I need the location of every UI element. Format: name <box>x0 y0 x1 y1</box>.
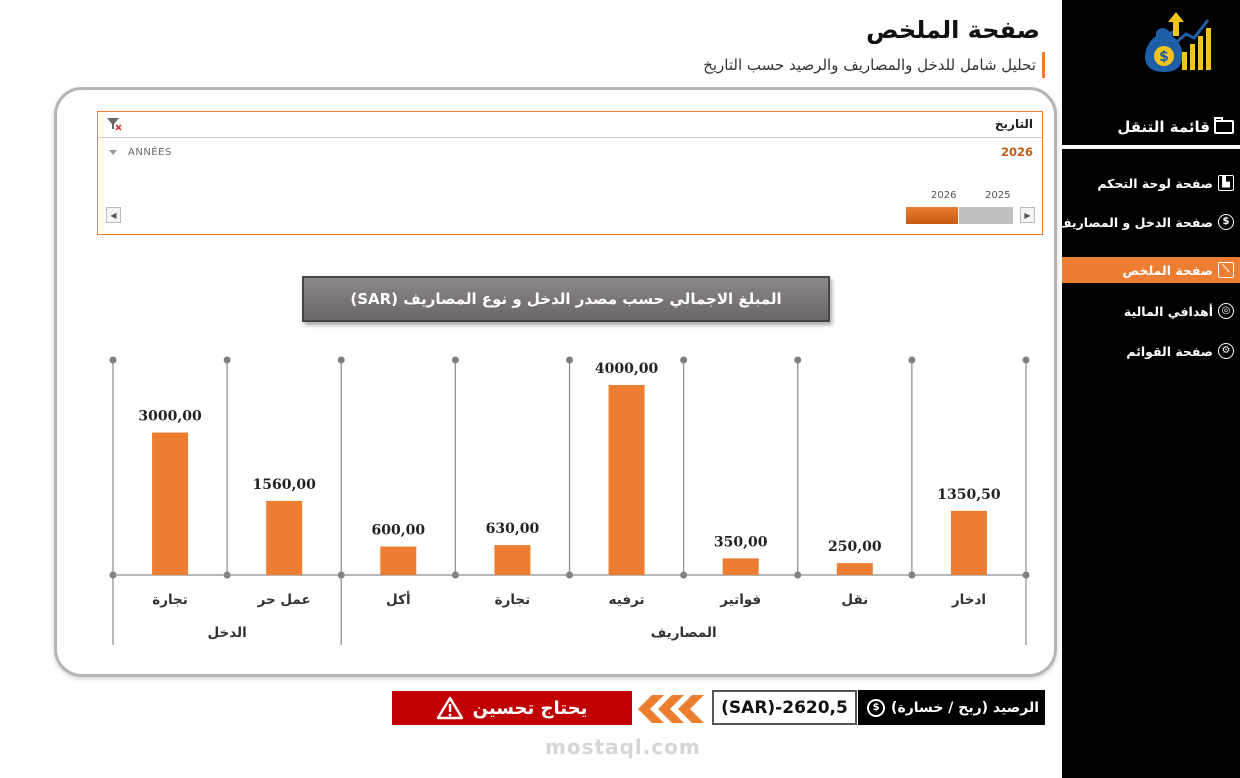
page-title: صفحة الملخص <box>866 16 1040 44</box>
money-bag-icon: $ <box>867 698 886 717</box>
page-subtitle: تحليل شامل للدخل والمصاريف والرصيد حسب ا… <box>703 52 1045 78</box>
balance-value: (SAR)-2620,5 <box>712 690 857 725</box>
timeline-year-2025: 2025 <box>985 190 1011 201</box>
gear-icon: ⚙ <box>1218 343 1234 359</box>
sidebar-item-dashboard[interactable]: ▙ صفحة لوحة التحكم <box>1097 170 1234 196</box>
sidebar-item-label: صفحة القوائم <box>1126 343 1213 359</box>
timeline-bar-2025[interactable] <box>959 207 1013 224</box>
status-text: يحتاج تحسين <box>472 697 588 719</box>
sidebar-item-goals[interactable]: ◎ أهدافي المالية <box>1124 298 1234 324</box>
sidebar-item-lists[interactable]: ⚙ صفحة القوائم <box>1126 338 1234 364</box>
balance-label-box: الرصيد (ربح / خسارة) $ <box>858 690 1045 725</box>
chart-line-icon: ⟋ <box>1218 262 1234 278</box>
timeline-scroll-left-button[interactable]: ◀ <box>106 207 121 223</box>
watermark: mostaql.com <box>545 735 701 759</box>
timeline-bar-2026-selected[interactable] <box>906 207 958 224</box>
sidebar-item-label: صفحة الدخل و المصاريف <box>1057 214 1213 230</box>
chevrons-left-icon <box>638 695 704 723</box>
slicer-label: التاريخ <box>994 117 1033 131</box>
level-dropdown-icon[interactable] <box>109 150 117 155</box>
target-icon: ◎ <box>1218 303 1234 319</box>
svg-text:$: $ <box>1159 49 1169 65</box>
nav-title-label: قائمة التنقل <box>1117 118 1210 136</box>
nav-title: قائمة التنقل <box>1117 117 1234 136</box>
timeline-scroll-right-button[interactable]: ▶ <box>1020 207 1035 223</box>
sidebar: $ قائمة التنقل ▙ صفحة لوحة التحكم $ صفحة… <box>1057 0 1240 778</box>
chart-title: المبلغ الاجمالي حسب مصدر الدخل و نوع الم… <box>302 276 830 322</box>
clear-filter-icon[interactable] <box>106 116 122 132</box>
sidebar-item-label: صفحة الملخص <box>1122 262 1213 278</box>
time-level-dropdown[interactable]: ANNÉES <box>128 147 172 158</box>
timeline-year-2026: 2026 <box>931 190 957 201</box>
warning-icon <box>436 696 463 720</box>
sidebar-item-label: أهدافي المالية <box>1123 303 1213 319</box>
status-badge: يحتاج تحسين <box>392 691 632 725</box>
nav-title-divider <box>1062 145 1240 149</box>
folder-open-icon <box>1214 117 1234 134</box>
date-timeline-slicer[interactable]: التاريخ ANNÉES 2026 2026 2025 ◀ ▶ <box>97 111 1043 235</box>
dashboard-icon: ▙ <box>1218 175 1234 191</box>
money-bag-icon: $ <box>1218 214 1234 230</box>
money-growth-logo-icon: $ <box>1145 12 1211 72</box>
sidebar-item-summary[interactable]: ⟋ صفحة الملخص <box>1062 257 1240 283</box>
selected-period-label: 2026 <box>1000 145 1033 159</box>
sidebar-item-label: صفحة لوحة التحكم <box>1097 175 1213 191</box>
slicer-header: التاريخ <box>98 112 1042 138</box>
balance-label: الرصيد (ربح / خسارة) <box>891 699 1039 716</box>
sidebar-item-income-expenses[interactable]: $ صفحة الدخل و المصاريف <box>1057 209 1234 235</box>
